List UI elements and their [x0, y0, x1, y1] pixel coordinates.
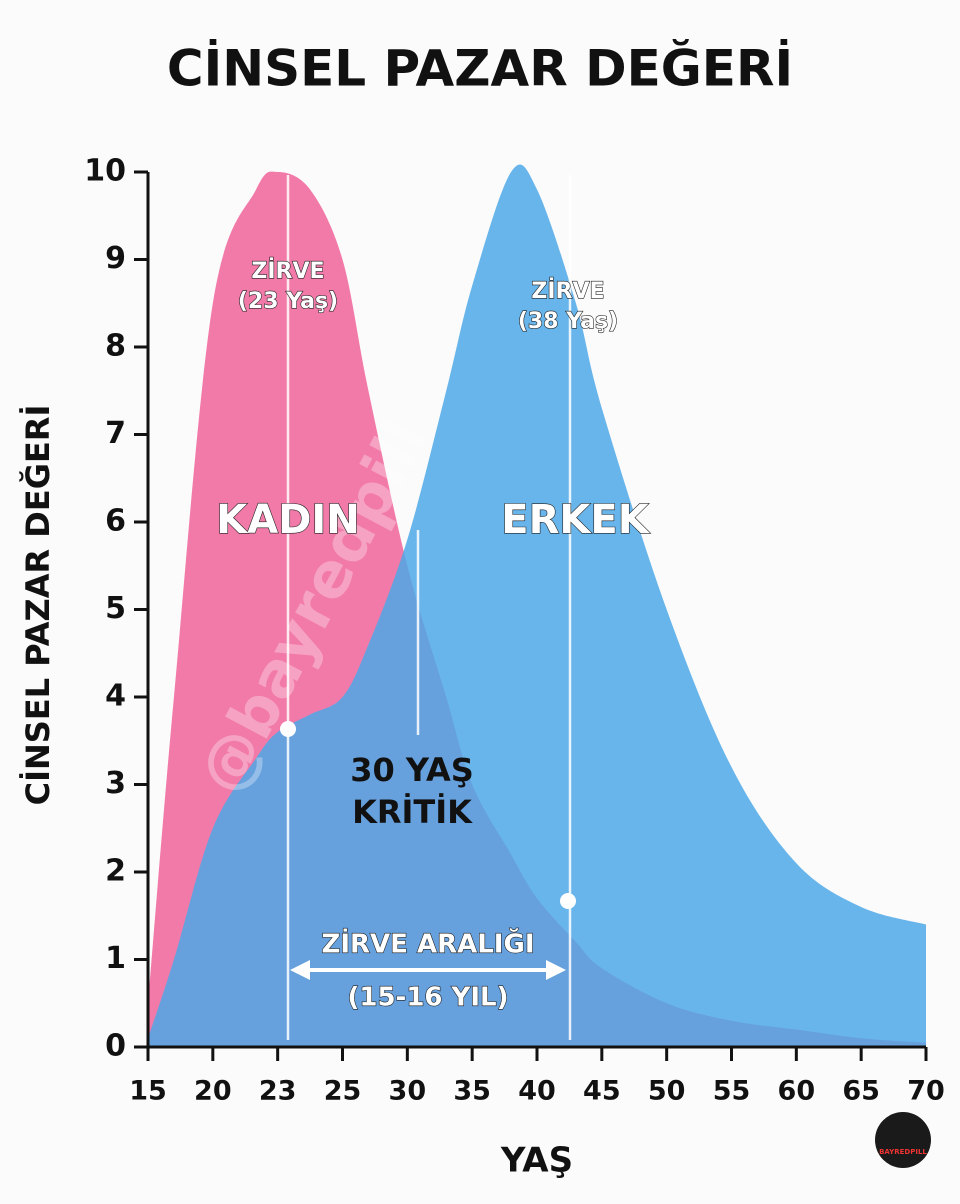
y-tick-label: 1	[105, 941, 126, 976]
y-tick-label: 3	[105, 766, 126, 801]
annotation: (15-16 YIL)	[347, 983, 508, 1013]
annotation: ZİRVE	[251, 258, 324, 284]
annotation: ZİRVE	[531, 278, 604, 304]
annotation: KADIN	[216, 497, 360, 543]
x-tick-label: 25	[324, 1076, 362, 1107]
x-tick-label: 60	[778, 1076, 816, 1107]
y-axis-label: CİNSEL PAZAR DEĞERİ	[18, 405, 57, 806]
y-tick-label: 2	[105, 854, 126, 889]
x-tick-label: 65	[842, 1076, 880, 1107]
x-tick-label: 45	[583, 1076, 621, 1107]
logo-badge	[875, 1112, 931, 1168]
annotation: ZİRVE ARALIĞI	[321, 928, 534, 960]
y-tick-label: 0	[105, 1029, 126, 1064]
y-tick-label: 6	[105, 504, 126, 539]
x-tick-label: 35	[453, 1076, 491, 1107]
x-tick-label: 70	[907, 1076, 945, 1107]
x-tick-label: 20	[194, 1076, 232, 1107]
logo-text: BAYREDPILL	[879, 1148, 927, 1156]
chart-title: CİNSEL PAZAR DEĞERİ	[167, 39, 793, 98]
y-tick-label: 7	[105, 416, 126, 451]
annotation: ERKEK	[501, 497, 650, 543]
y-tick-label: 5	[105, 591, 126, 626]
y-tick-label: 4	[105, 679, 126, 714]
annotation: (38 Yaş)	[518, 309, 618, 334]
y-tick-label: 10	[84, 154, 126, 189]
y-tick-label: 9	[105, 241, 126, 276]
marker-dot	[560, 893, 576, 909]
x-tick-label: 50	[648, 1076, 686, 1107]
area	[148, 164, 926, 1048]
x-tick-label: 40	[518, 1076, 556, 1107]
x-tick-label: 30	[389, 1076, 427, 1107]
marker-dot	[280, 721, 296, 737]
annotation: KRİTİK	[352, 793, 473, 831]
annotation: 30 YAŞ	[350, 751, 474, 789]
x-axis-label: YAŞ	[500, 1141, 573, 1181]
x-tick-label: 55	[713, 1076, 751, 1107]
x-tick-label: 23	[259, 1076, 297, 1107]
x-tick-label: 15	[129, 1076, 167, 1107]
annotation: (23 Yaş)	[238, 289, 338, 314]
y-tick-label: 8	[105, 329, 126, 364]
